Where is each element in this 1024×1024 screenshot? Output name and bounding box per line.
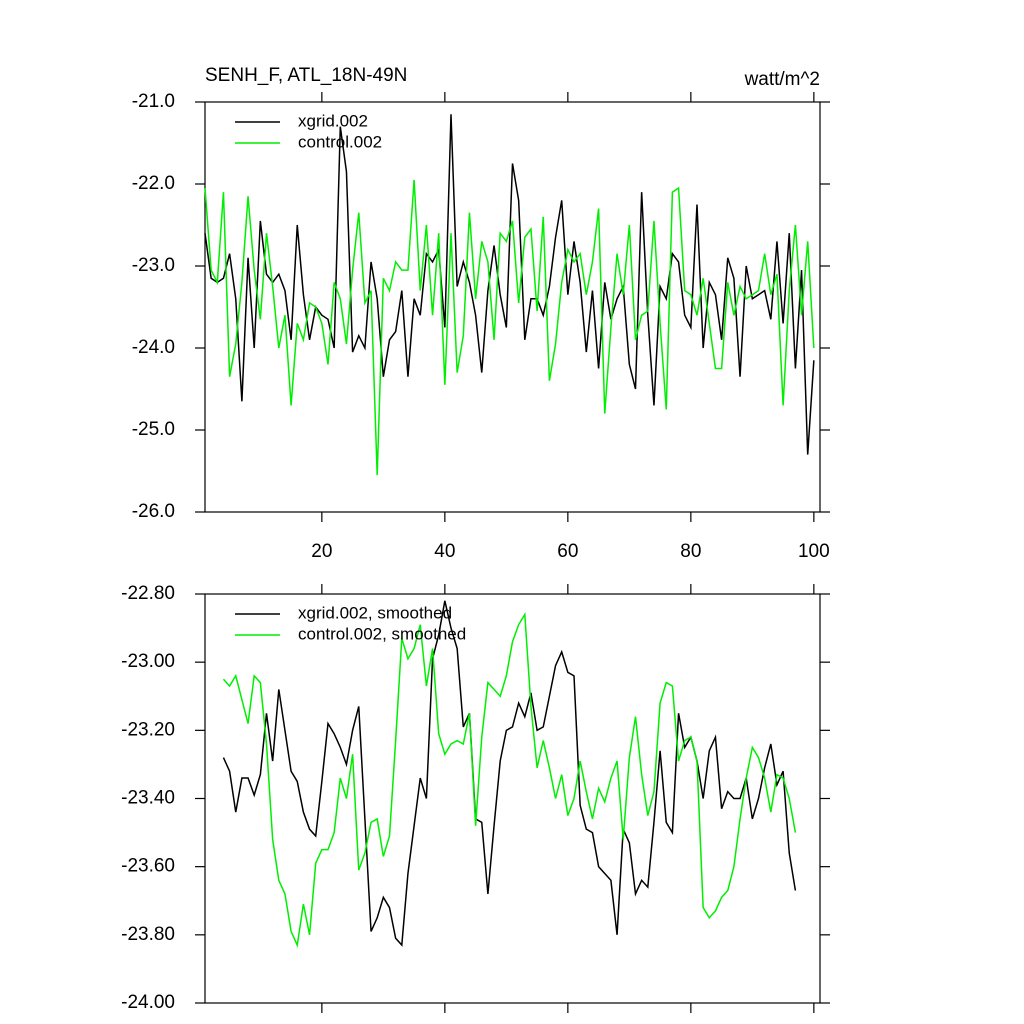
data-line bbox=[222, 600, 797, 947]
x-tick-label: 60 bbox=[557, 541, 578, 562]
y-tick-label: -22.80 bbox=[121, 583, 175, 604]
x-tick-label: 100 bbox=[798, 541, 830, 562]
y-tick-label: -23.0 bbox=[132, 255, 175, 276]
y-tick-label: -26.0 bbox=[132, 501, 175, 522]
y-tick-label: -25.0 bbox=[132, 419, 175, 440]
y-tick-label: -21.0 bbox=[132, 91, 175, 112]
y-tick-label: -23.60 bbox=[121, 856, 175, 877]
legend-label: control.002 bbox=[298, 132, 382, 151]
plot-frame bbox=[204, 101, 821, 513]
y-tick-label: -22.0 bbox=[132, 173, 175, 194]
data-line bbox=[204, 114, 815, 455]
legend-label: xgrid.002 bbox=[298, 111, 368, 130]
legend-label: control.002, smoothed bbox=[298, 624, 466, 643]
y-tick-label: -24.00 bbox=[121, 992, 175, 1013]
x-tick-label: 40 bbox=[434, 541, 455, 562]
legend-label: xgrid.002, smoothed bbox=[298, 603, 452, 622]
x-tick-label: 20 bbox=[311, 541, 332, 562]
y-tick-label: -23.40 bbox=[121, 788, 175, 809]
y-tick-label: -23.80 bbox=[121, 924, 175, 945]
chart-title: SENH_F, ATL_18N-49N bbox=[205, 65, 407, 86]
units-label: watt/m^2 bbox=[744, 69, 820, 90]
x-tick-label: 80 bbox=[680, 541, 701, 562]
y-tick-label: -24.0 bbox=[132, 337, 175, 358]
y-tick-label: -23.00 bbox=[121, 651, 175, 672]
data-line bbox=[222, 612, 797, 948]
y-tick-label: -23.20 bbox=[121, 719, 175, 740]
data-line bbox=[204, 179, 815, 476]
